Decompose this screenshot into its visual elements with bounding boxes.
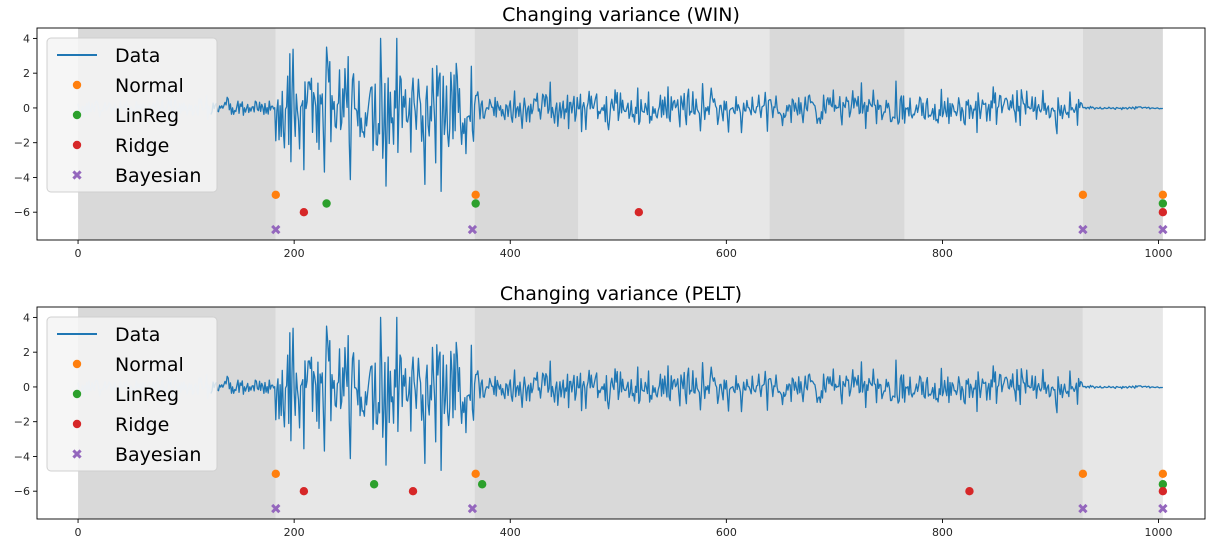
segment-shade-3 [578,28,770,240]
axes-frame [36,306,1206,520]
segment-shade-4 [769,28,905,240]
linreg-marker [477,480,487,489]
data-series-line [210,316,1164,472]
x-tick-label: 1000 [1145,526,1173,539]
y-tick-label: −4 [14,450,30,463]
y-tick-label: 2 [23,67,30,80]
x-tick-label: 200 [284,247,305,260]
normal-marker [1078,190,1088,200]
legend-handle-bayesian [72,170,82,180]
segment-shade-2 [474,307,1083,519]
segment-shade-2 [474,28,579,240]
legend-box [46,37,218,193]
segment-shade-3 [1082,307,1163,519]
legend-handle-normal [72,80,82,90]
normal-marker [1078,469,1088,479]
legend-box [46,316,218,472]
y-tick-label: −6 [14,485,30,498]
legend-handle-ridge [72,419,82,429]
bayesian-marker [1158,503,1168,514]
legend-handle-ridge [72,140,82,150]
linreg-marker [369,480,379,489]
chart-title: Changing variance (PELT) [500,283,742,305]
normal-marker [1158,190,1168,200]
y-tick-label: 4 [23,311,30,324]
y-tick-label: −2 [14,416,30,429]
data-series-line [210,37,1164,193]
legend: Data Normal LinReg Ridge Bayesian [46,37,218,193]
bayesian-marker [467,224,478,235]
bayesian-marker [1078,503,1088,514]
legend-label-normal: Normal [115,354,184,376]
y-tick-label: −4 [14,171,30,184]
y-tick-label: −6 [14,206,30,219]
y-tick-label: 4 [23,32,30,45]
ridge-marker [408,486,418,496]
x-tick-label: 800 [932,526,953,539]
bayesian-marker [1078,224,1088,235]
legend-label-normal: Normal [115,75,184,97]
y-tick-label: 2 [23,346,30,359]
legend-handle-linreg [72,110,82,120]
y-tick-label: 0 [23,102,30,115]
linreg-marker [1158,199,1168,208]
x-tick-label: 1000 [1145,247,1173,260]
bayesian-marker [1158,224,1168,235]
bayesian-marker [271,224,281,235]
legend-handle-linreg [72,389,82,399]
x-tick-label: 600 [716,526,737,539]
chart-title: Changing variance (WIN) [502,4,740,26]
legend-label-ridge: Ridge [115,414,169,436]
y-tick-label: −2 [14,137,30,150]
axes-frame [36,27,1206,241]
x-tick-label: 400 [500,526,521,539]
x-tick-label: 0 [75,526,82,539]
legend-label-data: Data [115,45,160,67]
legend-label-bayesian: Bayesian [115,444,201,466]
legend-label-linreg: LinReg [115,384,179,406]
ridge-marker [1158,486,1168,496]
ridge-marker [1158,207,1168,217]
ridge-marker [965,486,974,496]
x-tick-label: 800 [932,247,953,260]
normal-marker [471,469,480,479]
ridge-marker [634,207,644,217]
pelt-chart-panel: 0 200 400 600 800 1000 4 2 0 −2 −4 −6 Changing varia… [14,283,1206,539]
legend-label-ridge: Ridge [115,135,169,157]
normal-marker [1158,469,1168,479]
segment-shade-5 [904,28,1083,240]
x-tick-label: 200 [284,526,305,539]
normal-marker [271,469,280,479]
legend-label-bayesian: Bayesian [115,165,201,187]
ridge-marker [299,207,309,217]
legend-handle-bayesian [72,449,82,459]
x-tick-label: 0 [75,247,82,260]
bayesian-marker [467,503,478,514]
x-tick-label: 600 [716,247,737,260]
normal-marker [471,190,480,200]
ridge-marker [299,486,309,496]
legend-label-linreg: LinReg [115,105,179,127]
bayesian-marker [271,503,281,514]
linreg-marker [1158,480,1168,489]
legend-handle-normal [72,359,82,369]
legend-label-data: Data [115,324,160,346]
linreg-marker [322,199,331,208]
win-chart-panel: 0 200 400 600 800 1000 4 2 0 −2 −4 −6 Changing varia… [14,4,1206,260]
segment-shade-6 [1082,28,1163,240]
normal-marker [271,190,280,200]
legend: Data Normal LinReg Ridge Bayesian [46,316,218,472]
y-tick-label: 0 [23,381,30,394]
x-tick-label: 400 [500,247,521,260]
linreg-marker [471,199,480,208]
